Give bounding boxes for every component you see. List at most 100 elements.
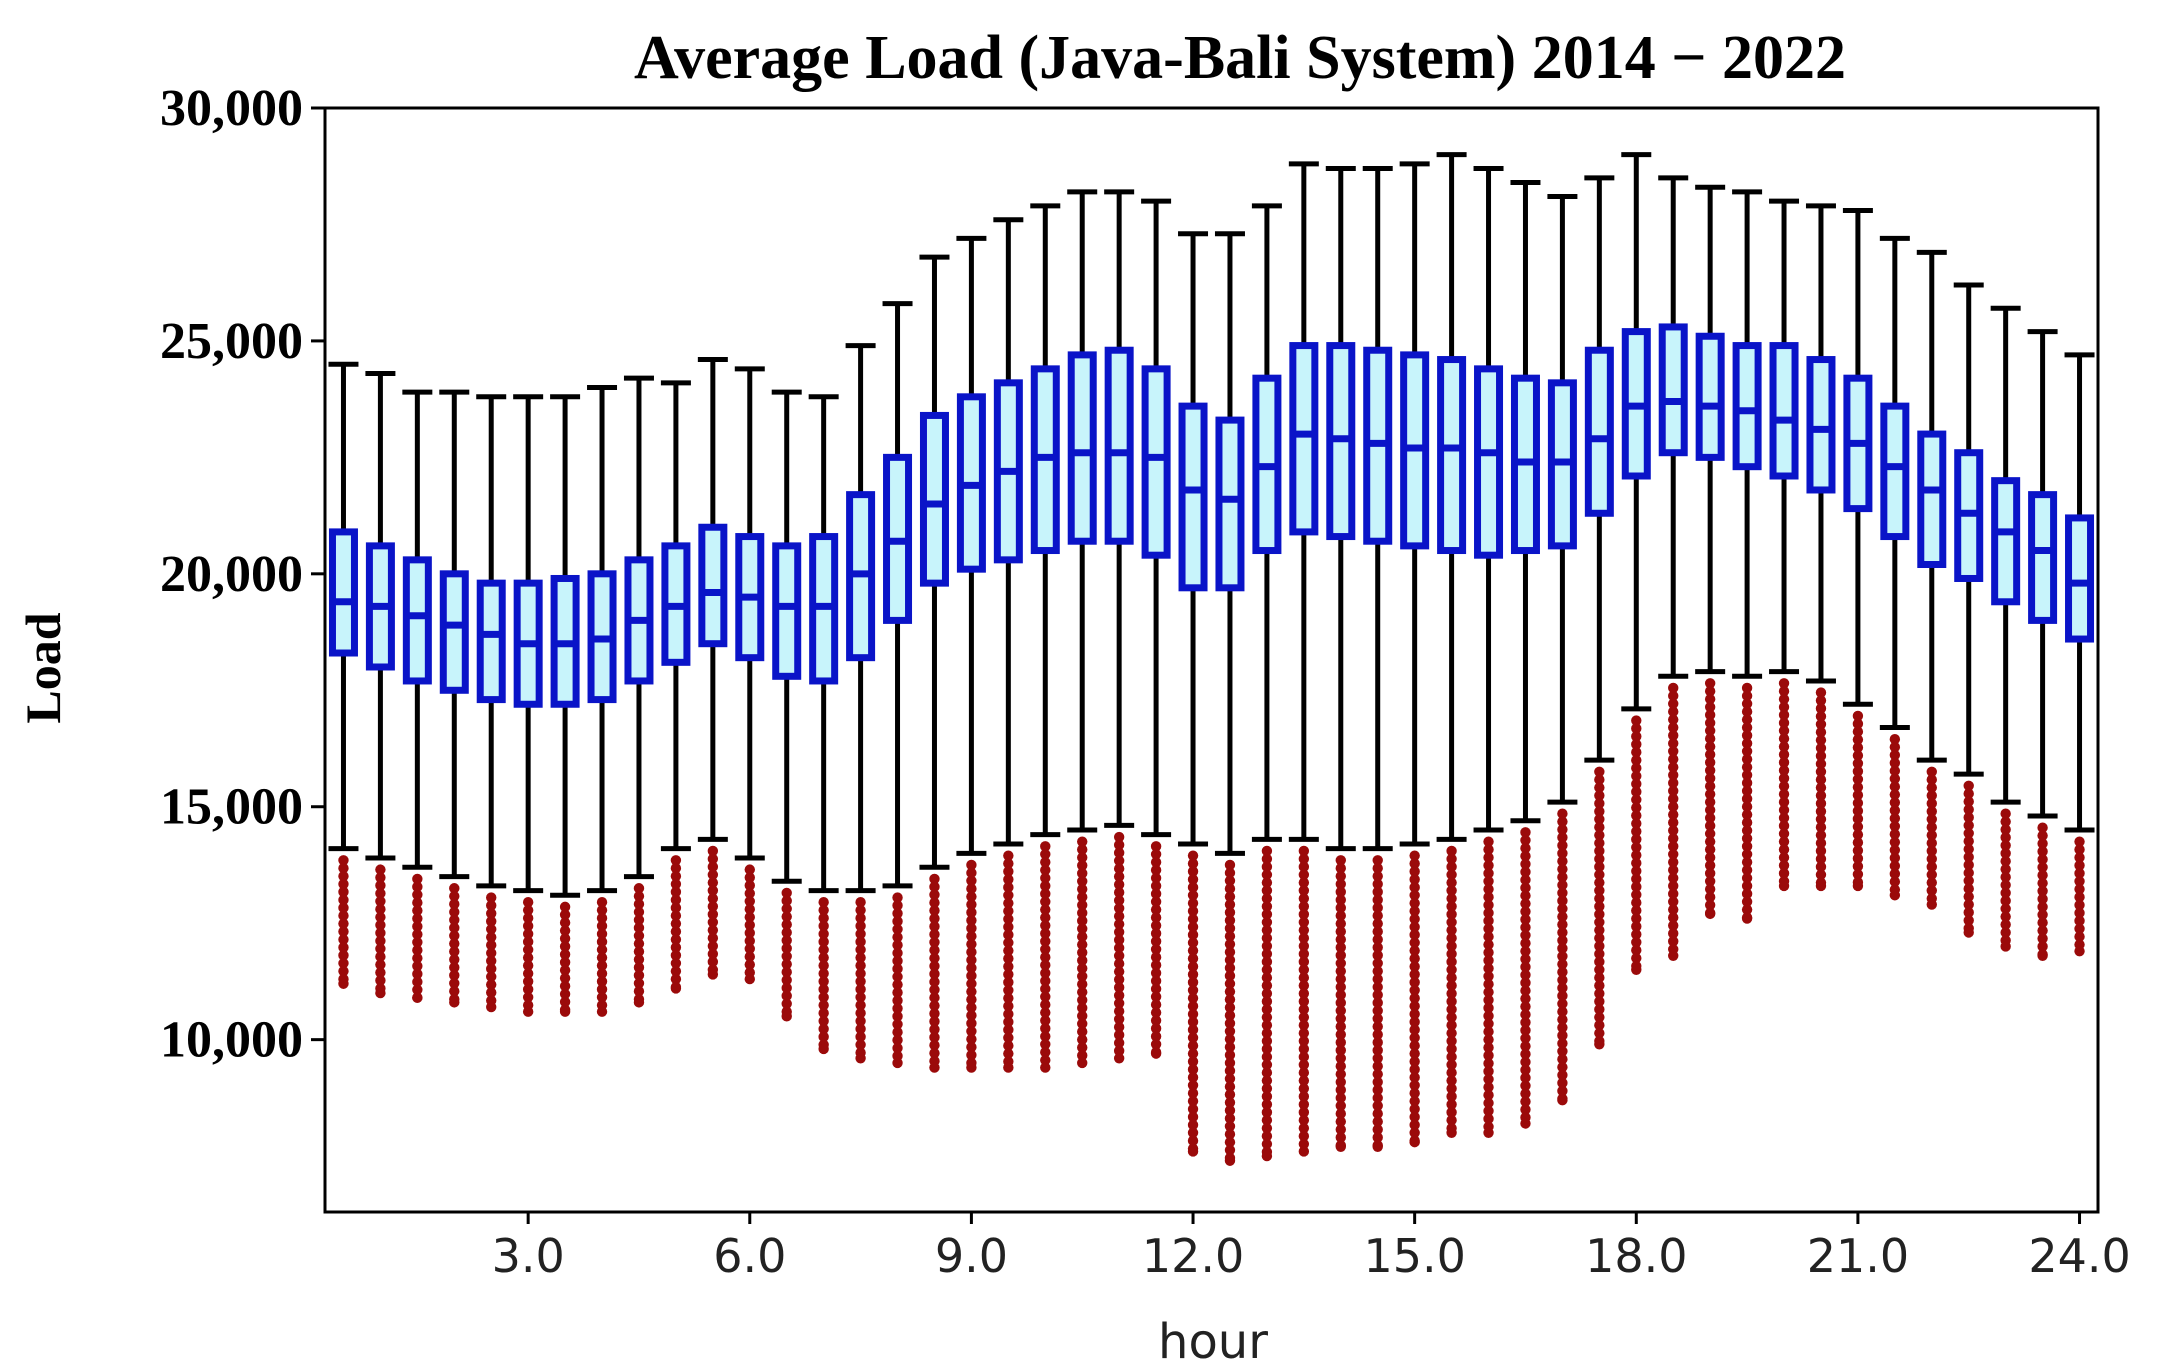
outlier-point (1446, 1059, 1457, 1071)
outlier-point (1704, 836, 1716, 847)
outlier-point (1704, 725, 1716, 737)
outlier-point (1335, 942, 1346, 953)
outlier-point (1335, 1116, 1346, 1127)
outlier-point (1298, 1020, 1310, 1031)
outlier-point (1446, 909, 1457, 920)
outlier-point (1003, 953, 1014, 964)
outlier-point (929, 1008, 940, 1019)
outlier-point (2074, 899, 2085, 911)
outlier-point (1631, 810, 1642, 821)
outlier-point (1778, 860, 1790, 871)
outlier-point (1778, 701, 1790, 713)
y-axis-label: Load (15, 612, 71, 723)
outlier-point (486, 955, 497, 967)
outlier-point (855, 1031, 866, 1043)
box-group-hour-21 (1842, 207, 1873, 892)
outlier-point (1446, 1043, 1457, 1055)
outlier-point (1668, 896, 1679, 907)
outlier-point (2037, 846, 2048, 857)
outlier-point (1446, 932, 1457, 944)
outlier-point (892, 987, 903, 998)
outlier-point (1594, 948, 1605, 960)
outlier-point (1335, 894, 1346, 906)
outlier-point (966, 867, 977, 879)
outlier-point (2074, 883, 2085, 895)
outlier-point (633, 938, 645, 949)
outlier-point (1594, 1012, 1605, 1023)
outlier-point (1557, 1006, 1568, 1017)
outlier-point (1741, 706, 1753, 717)
outlier-point (966, 899, 977, 910)
outlier-point (1187, 1048, 1199, 1059)
outlier-point (375, 975, 386, 986)
outlier-point (375, 959, 386, 970)
outlier-point (2037, 822, 2048, 833)
plot-frame (323, 106, 2100, 1214)
outlier-point (1040, 888, 1051, 900)
outlier-point (855, 897, 866, 908)
outlier-point (1520, 874, 1531, 886)
outlier-point (486, 987, 497, 998)
outlier-point (1889, 876, 1901, 887)
outlier-point (1224, 946, 1236, 958)
outlier-point (781, 966, 792, 978)
outlier-point (1778, 828, 1790, 839)
outlier-point (1409, 874, 1420, 885)
outlier-point (818, 999, 829, 1011)
outlier-point (1187, 1064, 1199, 1075)
outlier-point (1483, 931, 1494, 942)
outlier-point (781, 943, 792, 954)
outlier-point (818, 952, 829, 963)
outlier-point (2000, 832, 2011, 843)
outlier-point (2074, 836, 2085, 847)
outlier-point (929, 1016, 940, 1027)
outlier-point (1113, 966, 1125, 977)
outlier-point (1409, 937, 1420, 948)
outlier-point (1298, 1091, 1310, 1102)
outlier-point (1557, 887, 1568, 899)
outlier-point (1224, 891, 1236, 902)
outlier-point (486, 947, 497, 959)
outlier-point (1077, 1018, 1088, 1030)
outlier-point (1409, 1000, 1420, 1012)
box-group-hour-13.5 (1288, 161, 1319, 1157)
outlier-point (1778, 773, 1790, 784)
outlier-point (1040, 951, 1051, 963)
x-tick-label: 12.0 (1142, 1229, 1244, 1283)
box-group-hour-9 (956, 235, 987, 1073)
outlier-point (1963, 907, 1974, 918)
outlier-point (1668, 817, 1679, 828)
outlier-point (1113, 855, 1125, 866)
outlier-point (1150, 872, 1162, 884)
outlier-point (1261, 1051, 1273, 1063)
outlier-point (2074, 891, 2085, 903)
outlier-point (338, 878, 349, 890)
outlier-point (1187, 929, 1199, 941)
outlier-point (1668, 872, 1679, 884)
outlier-point (818, 1043, 829, 1055)
outlier-point (1224, 1033, 1236, 1045)
outlier-point (670, 902, 682, 914)
outlier-point (966, 1041, 977, 1053)
iqr-box (1806, 356, 1836, 494)
outlier-point (1261, 1020, 1273, 1031)
outlier-point (892, 1019, 903, 1030)
outlier-point (1446, 956, 1457, 968)
iqr-box (1215, 416, 1245, 592)
outlier-point (1778, 717, 1790, 729)
outlier-point (1372, 1092, 1383, 1104)
iqr-box (1769, 342, 1799, 480)
outlier-point (1557, 1014, 1568, 1025)
outlier-point (633, 906, 645, 918)
outlier-point (781, 895, 792, 907)
outlier-point (596, 928, 608, 940)
outlier-point (412, 873, 423, 885)
box-group-hour-17 (1547, 194, 1578, 1106)
outlier-point (1261, 1122, 1273, 1134)
outlier-point (1187, 1146, 1199, 1157)
outlier-point (855, 992, 866, 1003)
outlier-point (1778, 725, 1790, 737)
outlier-point (1298, 948, 1310, 960)
outlier-point (338, 863, 349, 874)
outlier-point (1926, 837, 1937, 849)
